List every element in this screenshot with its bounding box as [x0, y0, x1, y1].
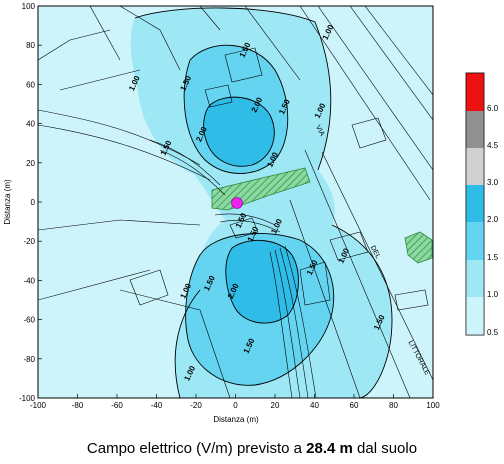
contour-line	[331, 224, 393, 398]
source-marker	[231, 197, 243, 209]
x-tick-label: 20	[271, 401, 280, 410]
road-line	[199, 6, 221, 31]
y-tick-label: -100	[19, 394, 36, 403]
y-tick-label: -60	[23, 316, 35, 325]
figure-caption: Campo elettrico (V/m) previsto a 28.4 m …	[0, 440, 504, 457]
legend-swatch-6-0	[466, 73, 484, 111]
legend-swatch-3-0	[466, 148, 484, 185]
x-tick-label: 40	[310, 401, 319, 410]
legend-label-0-5: 0.5	[487, 328, 499, 337]
caption-prefix: Campo elettrico (V/m) previsto a	[86, 440, 307, 457]
legend-label-6-0: 6.0	[487, 104, 499, 113]
road-line	[119, 6, 181, 71]
building-outline	[394, 289, 429, 311]
road-line	[364, 6, 433, 96]
x-axis-label: Distanza (m)	[213, 415, 259, 424]
caption-suffix: dal suolo	[352, 440, 418, 457]
building-outline	[299, 261, 331, 306]
contour-line	[159, 149, 226, 196]
y-tick-label: 0	[31, 198, 36, 207]
road-line	[38, 269, 151, 301]
contour-line	[214, 213, 276, 226]
road-line	[38, 29, 111, 61]
field-map-svg: 1.001.001.501.502.002.001.50 1.001.001.50…	[3, 2, 499, 424]
caption-height-value: 28.4 m	[306, 440, 353, 457]
contour-line	[134, 7, 332, 171]
building-outline	[204, 84, 233, 108]
road-line	[119, 289, 231, 398]
contour-line	[279, 247, 309, 398]
road-line	[304, 149, 411, 398]
x-tick-label: 60	[350, 401, 359, 410]
x-tick-label: -40	[151, 401, 163, 410]
legend-label-1-5: 1.5	[487, 253, 499, 262]
road-line	[299, 6, 431, 201]
band-2-0-3-0-south	[225, 240, 299, 324]
x-tick-label: -100	[30, 401, 47, 410]
color-legend: 6.0 4.5 3.0 2.0 1.5 1.0 0.5	[465, 72, 499, 337]
contour-line	[269, 251, 293, 398]
hatched-area-east	[404, 231, 433, 264]
y-tick-label: -40	[23, 276, 35, 285]
y-axis-label: Distanza (m)	[3, 179, 12, 225]
x-tick-label: -80	[72, 401, 84, 410]
x-tick-label: -60	[111, 401, 123, 410]
legend-label-1-0: 1.0	[487, 290, 499, 299]
y-axis-ticks: 100 80 60 40 20 0 -20 -40 -60 -80 -100	[19, 2, 42, 403]
y-tick-label: 80	[26, 41, 35, 50]
road-line	[38, 219, 201, 231]
contour-line	[219, 220, 281, 233]
y-tick-label: 40	[26, 120, 35, 129]
contour-line	[203, 96, 275, 167]
road-line	[89, 6, 121, 61]
contour-line	[284, 245, 317, 398]
legend-swatch-2-0	[466, 185, 484, 222]
legend-swatch-0-5	[466, 297, 484, 335]
road-line	[349, 6, 433, 121]
band-2-0-3-0-north	[203, 97, 275, 167]
legend-swatch-4-5	[466, 111, 484, 148]
road-line	[38, 109, 201, 166]
x-tick-label: 80	[389, 401, 398, 410]
legend-swatch-1-0	[466, 260, 484, 297]
building-outline	[224, 47, 263, 83]
road-line	[289, 199, 361, 398]
legend-label-4-5: 4.5	[487, 141, 499, 150]
road-line	[321, 151, 433, 381]
building-outline	[229, 217, 259, 239]
y-tick-label: 60	[26, 80, 35, 89]
building-outline	[129, 269, 169, 306]
y-tick-label: 20	[26, 159, 35, 168]
map-lines	[38, 6, 433, 398]
road-line	[38, 124, 211, 181]
legend-swatch-1-5	[466, 222, 484, 260]
x-tick-label: -20	[190, 401, 202, 410]
building-outline	[351, 117, 387, 149]
x-axis-ticks: -100 -80 -60 -40 -20 0 20 40 60 80 100	[30, 394, 440, 410]
contour-line	[174, 289, 201, 398]
contour-line	[183, 44, 289, 174]
street-label: VIA	[314, 124, 326, 138]
road-line	[317, 6, 433, 171]
legend-label-3-0: 3.0	[487, 178, 499, 187]
contour-line	[149, 139, 221, 186]
y-tick-label: -20	[23, 237, 35, 246]
contour-line	[274, 249, 301, 398]
road-line	[244, 6, 301, 81]
legend-label-2-0: 2.0	[487, 215, 499, 224]
x-tick-label: 0	[233, 401, 238, 410]
road-line	[59, 69, 141, 91]
y-tick-label: -80	[23, 355, 35, 364]
y-tick-label: 100	[22, 2, 36, 11]
x-tick-label: 100	[426, 401, 440, 410]
